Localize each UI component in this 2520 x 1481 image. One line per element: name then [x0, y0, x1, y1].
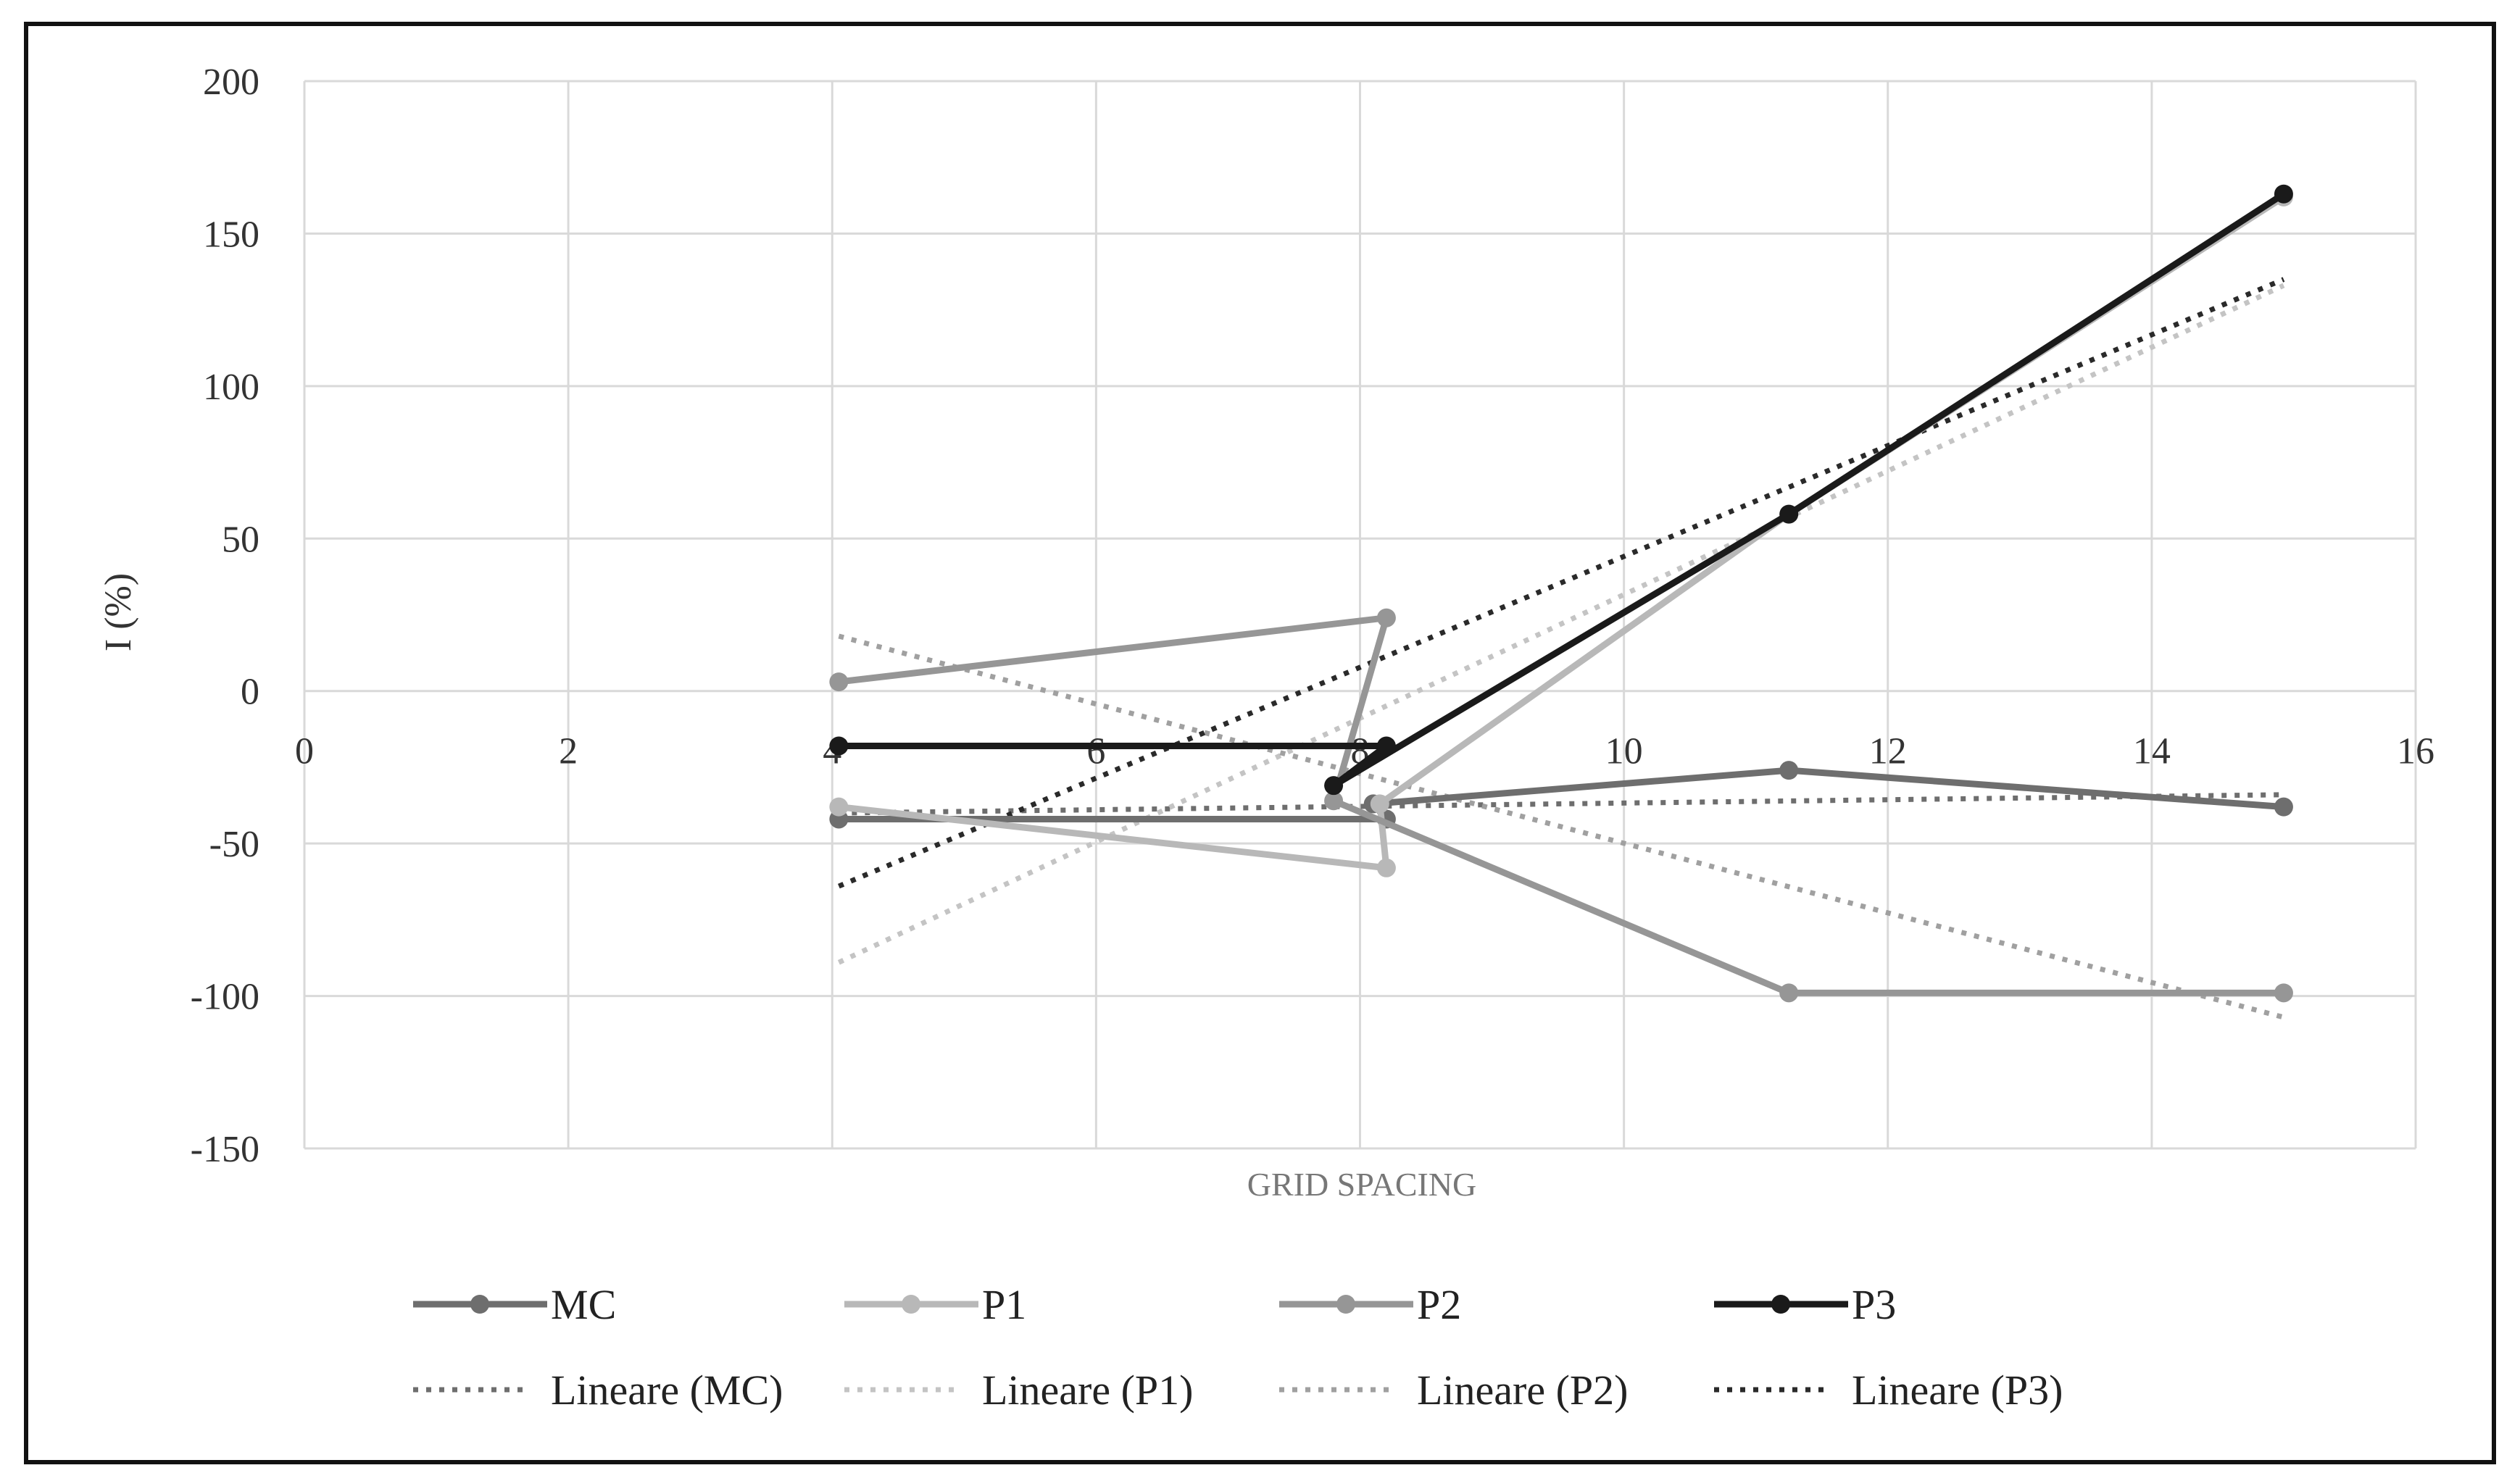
data-point: [1370, 794, 1389, 814]
legend-label: P3: [1852, 1281, 1896, 1328]
trendline: [837, 283, 2285, 965]
x-tick-label: 16: [2397, 731, 2434, 772]
data-point: [1376, 736, 1396, 756]
data-point: [1376, 608, 1396, 627]
y-tick-label: 50: [222, 519, 259, 560]
x-tick-label: 14: [2133, 731, 2171, 772]
legend-trend-label: Lineare (P1): [982, 1367, 1193, 1414]
legend-marker: [1771, 1295, 1790, 1314]
legend-marker: [1336, 1295, 1355, 1314]
y-axis-title: I (%): [98, 573, 139, 651]
x-axis-title: GRID SPACING: [1247, 1166, 1477, 1203]
legend-trend-label: Lineare (P2): [1417, 1367, 1628, 1414]
data-point: [1779, 504, 1799, 524]
legend-trend-label: Lineare (MC): [551, 1367, 783, 1414]
legend-label: MC: [551, 1281, 616, 1328]
data-point: [2274, 184, 2293, 204]
legend-label: P1: [982, 1281, 1026, 1328]
legend-marker: [902, 1295, 920, 1314]
y-tick-label: 150: [203, 214, 259, 255]
data-point: [829, 736, 849, 756]
data-point: [1324, 776, 1344, 796]
y-tick-label: -100: [191, 977, 259, 1018]
y-tick-label: -150: [191, 1129, 259, 1170]
data-point: [1779, 761, 1799, 780]
y-tick-label: 200: [203, 62, 259, 103]
data-point: [2274, 797, 2293, 817]
y-tick-label: 100: [203, 367, 259, 408]
legend-trend-label: Lineare (P3): [1852, 1367, 2063, 1414]
data-point: [1324, 791, 1344, 811]
y-tick-label: 0: [241, 672, 259, 713]
legend-marker: [470, 1295, 489, 1314]
data-point: [1779, 983, 1799, 1003]
legend-label: P2: [1417, 1281, 1461, 1328]
x-tick-label: 10: [1605, 731, 1643, 772]
x-tick-label: 12: [1869, 731, 1907, 772]
x-tick-label: 6: [1086, 731, 1105, 772]
legend: MC P1 P2 P3 Lineare (MC) Lineare (P1) Lineare …: [413, 1281, 2063, 1414]
trendline: [839, 792, 2284, 816]
trendlines: [837, 277, 2285, 1020]
series-lines: [829, 184, 2293, 1003]
trendline: [837, 277, 2285, 889]
x-tick-label: 0: [295, 731, 314, 772]
grid: [303, 80, 2417, 1150]
y-tick-label: -50: [209, 824, 259, 865]
x-tick-label: 2: [559, 731, 578, 772]
data-point: [1376, 858, 1396, 877]
data-point: [829, 797, 849, 817]
y-tick-labels: 200 150 100 50 0 -50 -100 -150: [191, 62, 259, 1170]
data-point: [829, 672, 849, 692]
data-point: [2274, 983, 2293, 1003]
trendline: [838, 633, 2284, 1020]
